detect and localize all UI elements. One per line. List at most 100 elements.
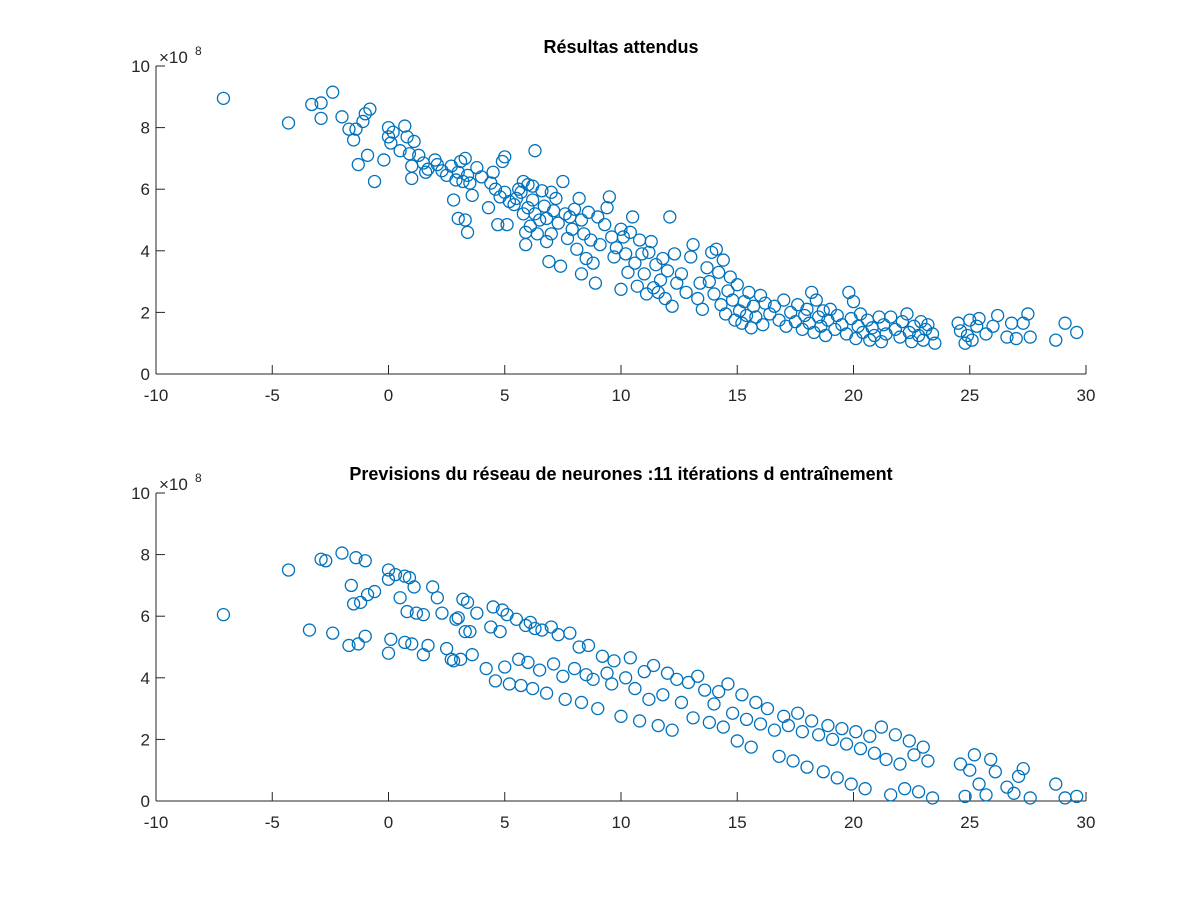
data-point xyxy=(653,273,668,287)
data-point xyxy=(1070,325,1084,340)
x-tick-label: -10 xyxy=(144,386,169,405)
data-point xyxy=(495,603,510,617)
data-point xyxy=(532,213,547,227)
data-point xyxy=(646,658,661,673)
data-point xyxy=(514,678,528,693)
data-point xyxy=(1016,762,1030,776)
data-point xyxy=(351,157,365,172)
data-point xyxy=(412,148,426,162)
data-point xyxy=(607,654,621,668)
data-point xyxy=(686,237,700,252)
y-tick-label: 2 xyxy=(141,303,150,322)
data-point xyxy=(530,227,544,241)
data-point xyxy=(305,97,319,112)
x-tick-label: 10 xyxy=(612,813,631,832)
data-point xyxy=(446,654,461,668)
data-point xyxy=(444,159,458,173)
data-point xyxy=(746,299,761,313)
data-point xyxy=(877,318,891,332)
data-point xyxy=(523,219,537,233)
data-point xyxy=(1021,307,1035,321)
x-tick-label: -10 xyxy=(144,813,169,832)
data-point xyxy=(449,612,463,626)
x-tick-label: 25 xyxy=(960,813,979,832)
data-point xyxy=(551,628,565,642)
data-point xyxy=(800,760,814,774)
data-point xyxy=(825,732,840,747)
data-point xyxy=(460,168,475,182)
data-point xyxy=(916,740,930,754)
data-point xyxy=(681,675,696,690)
data-point xyxy=(1016,316,1030,330)
data-point xyxy=(572,191,586,206)
data-point xyxy=(619,671,633,685)
data-point xyxy=(953,757,968,771)
data-point xyxy=(749,310,763,324)
data-point xyxy=(532,663,547,677)
data-point xyxy=(407,134,421,149)
data-point xyxy=(384,136,398,150)
data-point xyxy=(695,302,710,316)
y-exponent-base: ×10 xyxy=(159,48,188,67)
data-point xyxy=(360,587,375,602)
data-point xyxy=(453,652,468,666)
data-point xyxy=(809,293,823,307)
data-point xyxy=(830,308,844,323)
data-point xyxy=(684,250,698,264)
data-point xyxy=(539,211,554,226)
data-point xyxy=(898,782,912,796)
y-exponent-base: ×10 xyxy=(159,475,188,494)
data-point xyxy=(398,635,412,650)
data-point xyxy=(405,637,419,651)
data-point xyxy=(493,624,507,639)
scatter-points xyxy=(216,546,1084,805)
data-point xyxy=(460,595,475,609)
data-point xyxy=(777,709,791,723)
data-point xyxy=(844,777,858,791)
data-point xyxy=(621,265,635,280)
data-point xyxy=(546,204,561,218)
data-point xyxy=(665,723,679,737)
data-point xyxy=(539,686,554,700)
data-point xyxy=(514,185,528,199)
data-point xyxy=(519,237,533,252)
data-point xyxy=(1009,331,1023,346)
top-scatter-axes: Résultas attendus -10 -5 0 5 10 15 20 25 30 0 2 4 6 8 1… xyxy=(131,37,1095,405)
data-point xyxy=(739,308,754,323)
data-point xyxy=(574,267,589,281)
data-point xyxy=(353,595,368,609)
data-point xyxy=(216,91,231,105)
data-point xyxy=(632,233,647,247)
data-point xyxy=(895,314,909,329)
data-point xyxy=(874,720,889,734)
x-tick-label: 15 xyxy=(728,386,747,405)
data-point xyxy=(874,335,889,349)
data-point xyxy=(725,706,740,720)
data-point xyxy=(660,666,675,680)
data-point xyxy=(830,771,844,785)
data-point xyxy=(416,608,431,622)
data-point xyxy=(556,174,570,189)
data-point xyxy=(342,638,356,653)
data-point xyxy=(419,165,433,179)
data-point xyxy=(349,122,363,136)
data-point xyxy=(405,159,419,173)
data-point xyxy=(577,227,591,241)
data-point xyxy=(509,612,524,626)
y-exponent-power: 8 xyxy=(195,44,202,58)
data-point xyxy=(498,660,512,674)
data-point xyxy=(698,683,712,697)
data-point xyxy=(565,222,579,236)
data-point xyxy=(642,692,656,707)
data-point xyxy=(400,604,414,619)
data-point xyxy=(458,213,472,227)
data-point xyxy=(649,258,663,272)
data-point xyxy=(614,222,628,236)
x-tick-label: 20 xyxy=(844,386,863,405)
data-point xyxy=(884,788,898,802)
data-point xyxy=(663,210,677,224)
data-point xyxy=(544,227,558,241)
data-point xyxy=(1058,316,1072,330)
data-point xyxy=(767,723,782,737)
